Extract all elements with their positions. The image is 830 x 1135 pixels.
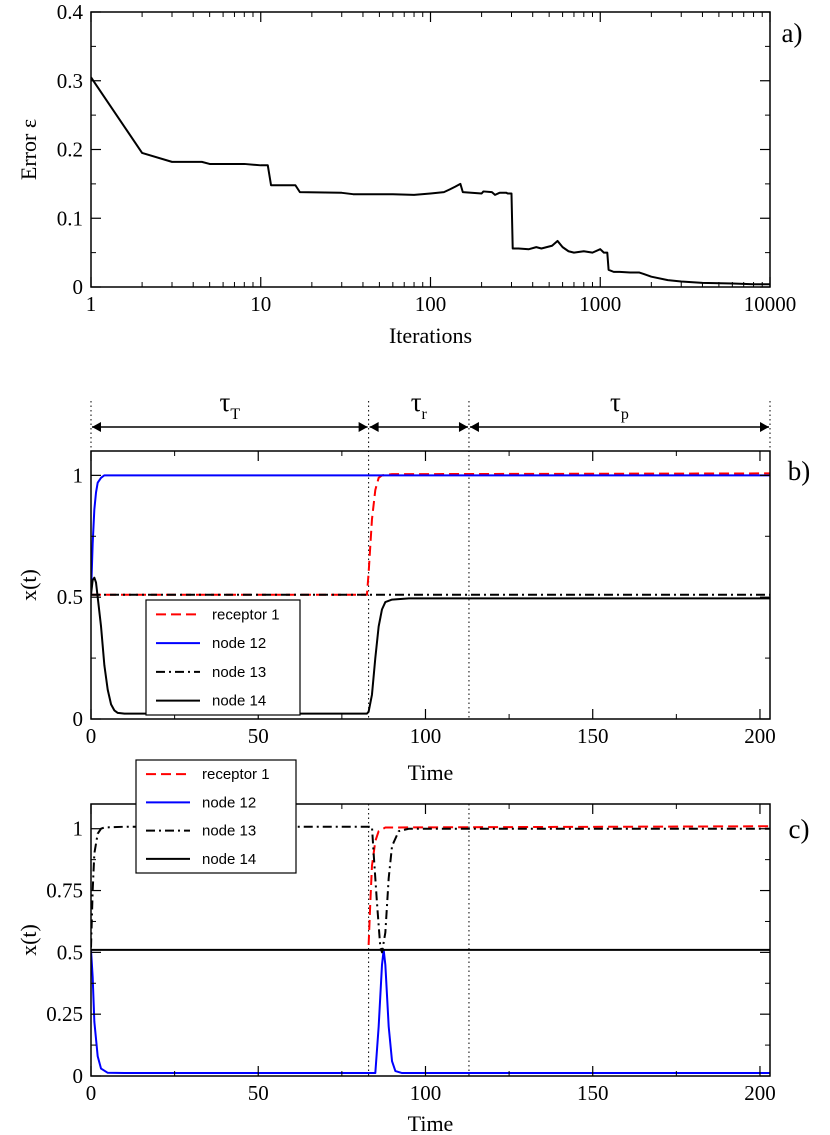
x-tick-label: 100 (410, 1081, 442, 1105)
legend-frame (145, 599, 301, 716)
x-tick-label: 0 (86, 724, 97, 748)
x-axis-title: Time (408, 1111, 454, 1135)
y-tick-label: 0.25 (46, 1002, 83, 1026)
legend-entry: receptor 1 (202, 766, 270, 783)
x-tick-label: 0 (86, 1081, 97, 1105)
series-line-node-13 (91, 825, 770, 954)
x-tick-label: 1 (86, 292, 97, 316)
y-tick-label: 0.2 (57, 138, 83, 162)
legend-entry: node 12 (212, 635, 266, 652)
x-tick-label: 100 (410, 724, 442, 748)
x-tick-label: 200 (744, 1081, 776, 1105)
legend-entry: node 14 (212, 693, 266, 710)
series-line-receptor-1 (367, 825, 770, 945)
x-tick-label: 1000 (579, 292, 621, 316)
panel-c: 0 50 100 150 200 0 0.25 0.5 0.75 1 Time x(t) c) recep… (16, 759, 810, 1135)
legend-entry: node 14 (202, 851, 256, 868)
series-line-node-14 (91, 576, 770, 715)
y-tick-label: 0 (73, 1064, 84, 1088)
period-arrow-head (760, 422, 769, 432)
y-tick-label: 1 (73, 463, 84, 487)
panel-a: 1 10 100 1000 10000 0 0.1 0.2 0.3 0.4 Iterations Er… (16, 0, 802, 348)
period-arrow-head (458, 422, 468, 432)
y-tick-label: 0.5 (57, 940, 83, 964)
x-tick-label: 10 (250, 292, 271, 316)
y-tick-label: 1 (73, 817, 84, 841)
period-arrow-head (469, 422, 479, 432)
x-tick-label: 150 (577, 724, 609, 748)
period-label: τT (219, 387, 240, 423)
y-tick-label: 0.5 (57, 585, 83, 609)
series-line-error (91, 76, 770, 286)
panel-label: c) (789, 814, 810, 844)
period-arrow-head (358, 422, 368, 432)
x-tick-label: 50 (248, 724, 269, 748)
plot-frame (90, 11, 771, 288)
x-axis-title: Iterations (389, 323, 472, 348)
legend: receptor 1 node 12 node 13 node 14 (145, 599, 301, 716)
legend: receptor 1 node 12 node 13 node 14 (135, 759, 297, 874)
y-axis-title: Error ε (16, 119, 41, 180)
x-tick-label: 100 (415, 292, 447, 316)
y-tick-label: 0 (73, 707, 84, 731)
period-arrow-head (92, 422, 101, 432)
period-arrow-head (369, 422, 379, 432)
y-axis-title: x(t) (16, 924, 41, 956)
x-tick-label: 150 (577, 1081, 609, 1105)
x-tick-label: 50 (248, 1081, 269, 1105)
x-axis-title: Time (408, 760, 454, 785)
period-label: τp (610, 387, 629, 423)
y-axis-title: x(t) (16, 569, 41, 601)
x-tick-label: 10000 (744, 292, 797, 316)
y-tick-label: 0 (73, 275, 84, 299)
series-line-node-12 (91, 474, 770, 595)
panel-b: 0 50 100 150 200 0 0.5 1 Time x(t) b) receptor 1 nod… (16, 387, 810, 785)
y-tick-label: 0.4 (57, 0, 84, 24)
panel-label: a) (782, 18, 803, 48)
x-tick-label: 200 (744, 724, 776, 748)
plot-frame (90, 803, 771, 1077)
series-line-node-12 (91, 948, 770, 1075)
legend-frame (135, 759, 297, 874)
legend-entry: receptor 1 (212, 606, 280, 623)
legend-entry: node 13 (212, 664, 266, 681)
panel-label: b) (788, 456, 811, 486)
plot-frame (90, 450, 771, 720)
y-tick-label: 0.3 (57, 69, 83, 93)
legend-entry: node 13 (202, 823, 256, 840)
legend-entry: node 12 (202, 794, 256, 811)
y-tick-label: 0.75 (46, 879, 83, 903)
y-tick-label: 0.1 (57, 206, 83, 230)
period-label: τr (411, 387, 428, 423)
series-line-receptor-1 (91, 472, 770, 596)
